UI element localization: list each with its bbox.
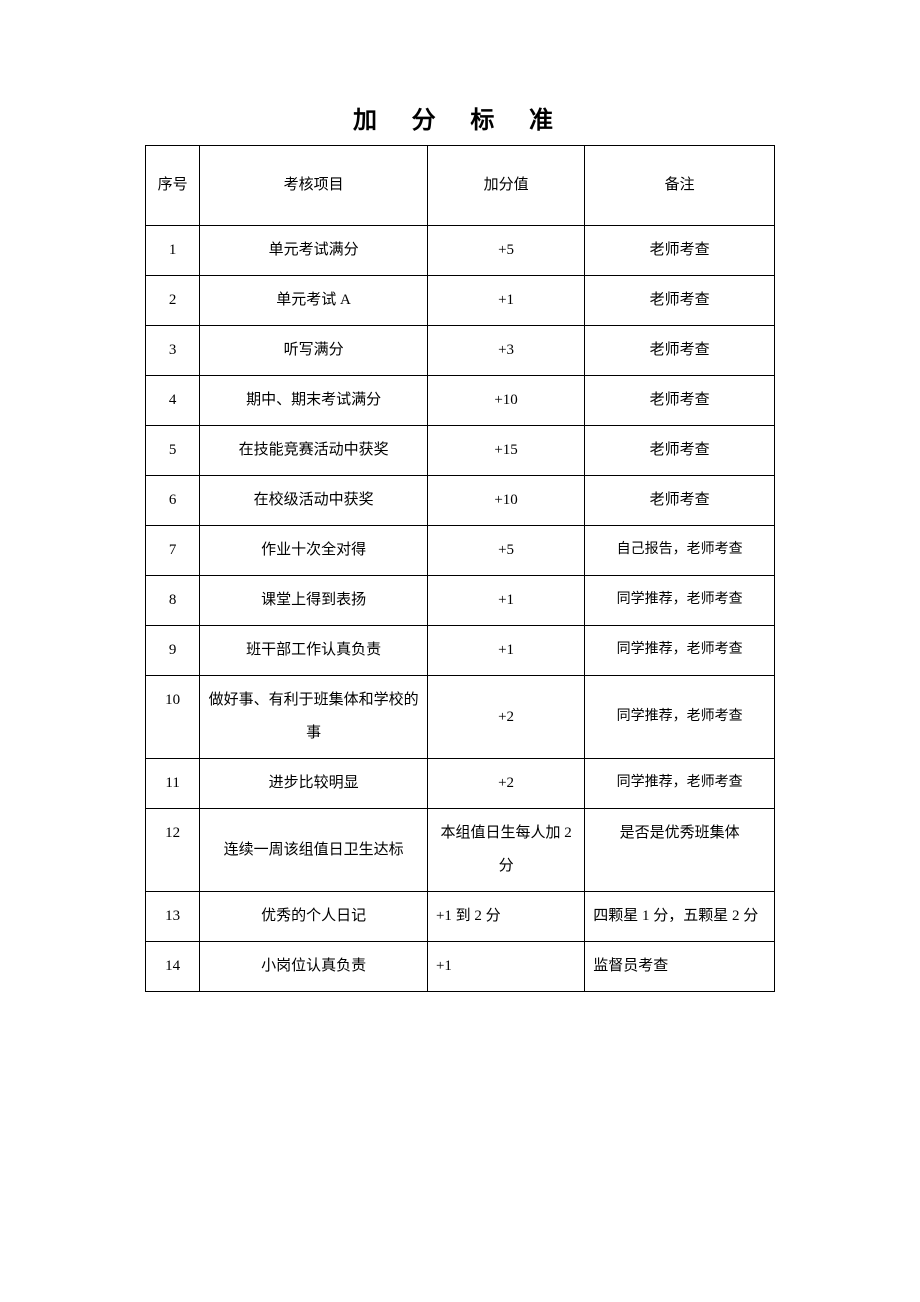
cell-note: 同学推荐，老师考查 [585,626,775,676]
cell-value: +10 [427,376,584,426]
cell-seq: 12 [146,809,200,892]
page-title: 加 分 标 准 [145,100,775,135]
table-row: 2单元考试 A+1老师考查 [146,276,775,326]
cell-value: +1 [427,626,584,676]
cell-seq: 8 [146,576,200,626]
cell-note: 老师考查 [585,476,775,526]
cell-note: 同学推荐，老师考查 [585,576,775,626]
cell-seq: 14 [146,942,200,992]
cell-value: +5 [427,226,584,276]
cell-value: +1 [427,942,584,992]
header-value: 加分值 [427,146,584,226]
cell-seq: 9 [146,626,200,676]
cell-note: 监督员考查 [585,942,775,992]
cell-item: 单元考试 A [200,276,428,326]
cell-seq: 5 [146,426,200,476]
cell-seq: 1 [146,226,200,276]
cell-seq: 3 [146,326,200,376]
cell-value: 本组值日生每人加 2 分 [427,809,584,892]
cell-note: 同学推荐，老师考查 [585,676,775,759]
table-row: 11进步比较明显+2同学推荐，老师考查 [146,759,775,809]
cell-item: 作业十次全对得 [200,526,428,576]
header-note: 备注 [585,146,775,226]
table-row: 10做好事、有利于班集体和学校的事+2同学推荐，老师考查 [146,676,775,759]
table-row: 12连续一周该组值日卫生达标本组值日生每人加 2 分是否是优秀班集体 [146,809,775,892]
table-row: 14小岗位认真负责+1监督员考查 [146,942,775,992]
cell-value: +5 [427,526,584,576]
table-row: 6在校级活动中获奖+10老师考查 [146,476,775,526]
cell-note: 自己报告，老师考查 [585,526,775,576]
cell-seq: 11 [146,759,200,809]
cell-value: +2 [427,759,584,809]
table-row: 13优秀的个人日记+1 到 2 分四颗星 1 分，五颗星 2 分 [146,892,775,942]
header-seq: 序号 [146,146,200,226]
table-row: 5在技能竞赛活动中获奖+15老师考查 [146,426,775,476]
cell-value: +3 [427,326,584,376]
cell-seq: 13 [146,892,200,942]
cell-item: 班干部工作认真负责 [200,626,428,676]
cell-seq: 4 [146,376,200,426]
cell-value: +1 [427,276,584,326]
cell-item: 优秀的个人日记 [200,892,428,942]
table-row: 7作业十次全对得+5自己报告，老师考查 [146,526,775,576]
cell-value: +1 [427,576,584,626]
cell-item: 在技能竞赛活动中获奖 [200,426,428,476]
table-row: 9班干部工作认真负责+1同学推荐，老师考查 [146,626,775,676]
table-header-row: 序号 考核项目 加分值 备注 [146,146,775,226]
cell-note: 四颗星 1 分，五颗星 2 分 [585,892,775,942]
cell-value: +2 [427,676,584,759]
cell-item: 做好事、有利于班集体和学校的事 [200,676,428,759]
table-row: 8课堂上得到表扬+1同学推荐，老师考查 [146,576,775,626]
cell-item: 小岗位认真负责 [200,942,428,992]
cell-note: 老师考查 [585,276,775,326]
cell-item: 期中、期末考试满分 [200,376,428,426]
cell-value: +15 [427,426,584,476]
cell-note: 同学推荐，老师考查 [585,759,775,809]
cell-item: 单元考试满分 [200,226,428,276]
score-table: 序号 考核项目 加分值 备注 1单元考试满分+5老师考查2单元考试 A+1老师考… [145,145,775,992]
cell-item: 听写满分 [200,326,428,376]
cell-value: +10 [427,476,584,526]
table-row: 4期中、期末考试满分+10老师考查 [146,376,775,426]
cell-note: 老师考查 [585,376,775,426]
cell-seq: 2 [146,276,200,326]
cell-seq: 7 [146,526,200,576]
table-row: 1单元考试满分+5老师考查 [146,226,775,276]
cell-note: 老师考查 [585,326,775,376]
table-row: 3听写满分+3老师考查 [146,326,775,376]
cell-value: +1 到 2 分 [427,892,584,942]
header-item: 考核项目 [200,146,428,226]
cell-item: 在校级活动中获奖 [200,476,428,526]
cell-item: 课堂上得到表扬 [200,576,428,626]
cell-note: 是否是优秀班集体 [585,809,775,892]
cell-item: 连续一周该组值日卫生达标 [200,809,428,892]
cell-note: 老师考查 [585,426,775,476]
cell-seq: 10 [146,676,200,759]
cell-seq: 6 [146,476,200,526]
cell-note: 老师考查 [585,226,775,276]
cell-item: 进步比较明显 [200,759,428,809]
